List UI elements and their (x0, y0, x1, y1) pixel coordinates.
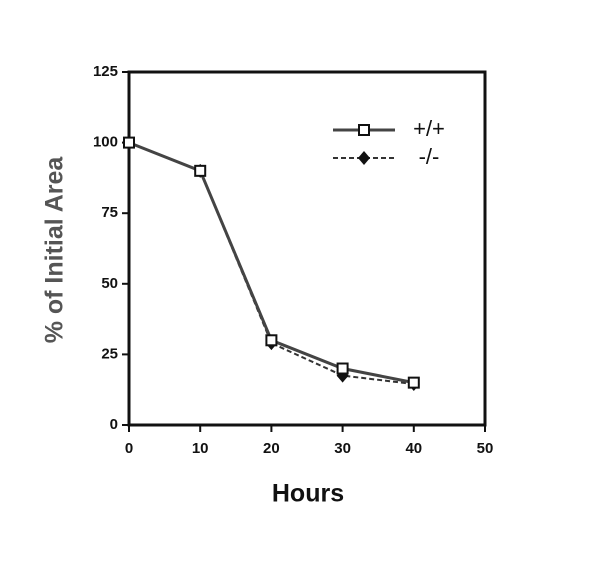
x-tick-label: 30 (334, 440, 351, 457)
x-tick-label: 10 (192, 440, 209, 457)
legend-label: +/+ (413, 116, 445, 141)
y-tick-label: 25 (101, 345, 118, 362)
y-tick-label: 75 (101, 204, 118, 221)
y-axis-title: % of Initial Area (41, 156, 69, 344)
x-tick-label: 50 (477, 440, 494, 457)
x-tick-label: 20 (263, 440, 280, 457)
y-tick-label: 0 (110, 416, 118, 433)
y-tick-label: 50 (101, 275, 118, 292)
data-point (123, 136, 135, 149)
legend-marker (358, 124, 370, 136)
data-point (194, 164, 207, 177)
data-point (407, 376, 420, 389)
data-point (336, 362, 349, 375)
data-point (265, 334, 278, 347)
x-tick-label: 40 (405, 440, 422, 457)
y-tick-label: 100 (93, 134, 118, 151)
legend-label: -/- (419, 144, 440, 169)
x-axis-title: Hours (272, 480, 344, 508)
y-tick-label: 125 (93, 63, 118, 80)
legend-marker (358, 151, 370, 165)
x-tick-label: 0 (125, 440, 133, 457)
plot-frame (127, 70, 487, 427)
